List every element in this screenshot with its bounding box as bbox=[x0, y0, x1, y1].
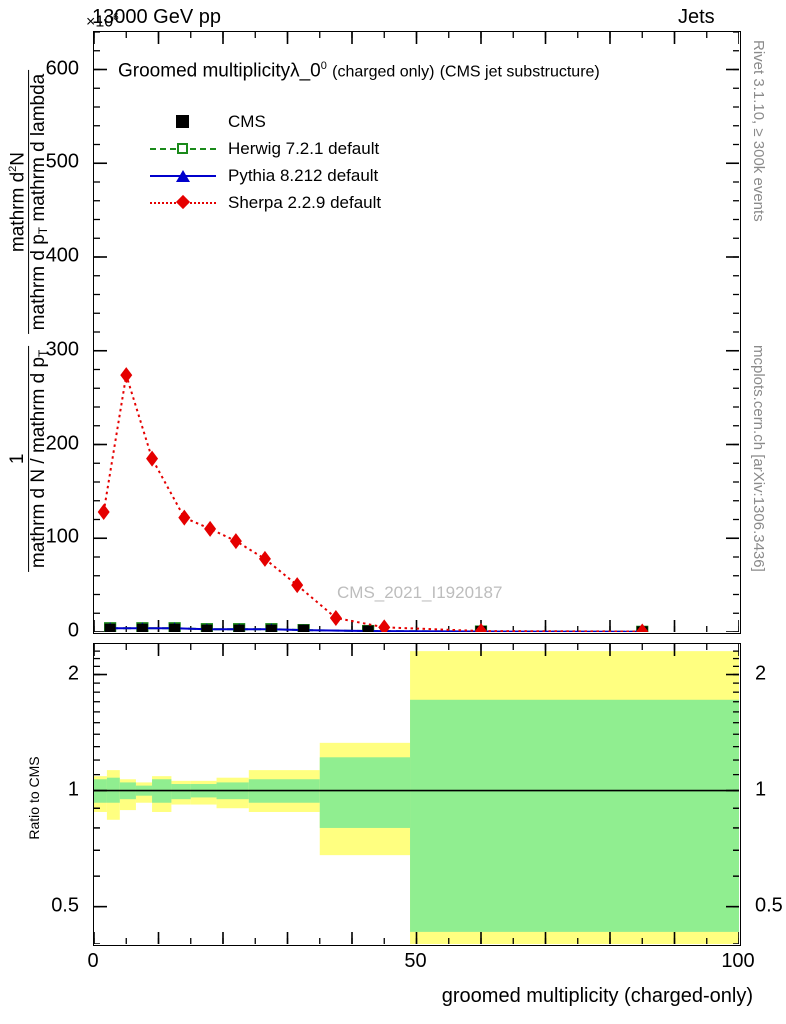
y-axis-numerator-2: mathrm d2N bbox=[7, 69, 30, 335]
series-marker-cms bbox=[233, 624, 245, 632]
ratio-band-green bbox=[319, 757, 411, 828]
legend-entry-pythia[interactable]: Pythia 8.212 default bbox=[150, 162, 381, 189]
legend-label: Herwig 7.2.1 default bbox=[228, 138, 380, 158]
main-y-axis-title: 1 mathrm d N / mathrm d pT mathrm d2N ma… bbox=[7, 16, 51, 626]
series-marker-cms bbox=[201, 624, 213, 632]
main-plot-frame bbox=[93, 31, 741, 634]
main-plot-canvas bbox=[94, 32, 739, 632]
y-tick-label: 300 bbox=[45, 338, 79, 361]
square-filled-icon bbox=[176, 114, 189, 128]
y-axis-fraction-2: mathrm d2N mathrm d pT mathrm d lambda bbox=[7, 69, 51, 335]
ratio-plot-canvas bbox=[94, 644, 739, 944]
ratio-band-green bbox=[171, 784, 191, 800]
series-marker-sherpa bbox=[120, 367, 133, 384]
legend-key bbox=[150, 193, 216, 213]
analysis-category-label: Jets bbox=[678, 6, 715, 28]
series-line-pythia bbox=[110, 627, 643, 632]
series-marker-cms bbox=[104, 623, 116, 632]
legend-marker-sample bbox=[177, 142, 188, 154]
legend-entry-sherpa[interactable]: Sherpa 2.2.9 default bbox=[150, 189, 381, 216]
legend-key bbox=[150, 166, 216, 186]
series-marker-sherpa bbox=[178, 509, 191, 526]
diamond-icon bbox=[175, 194, 191, 209]
ratio-y-tick-label: 2 bbox=[67, 662, 79, 685]
ratio-y-tick-label-right: 1 bbox=[755, 778, 767, 801]
plot-title-lambda: λ_0 bbox=[290, 60, 321, 82]
x-tick-label: 0 bbox=[87, 950, 99, 972]
plot-title-charged: (charged only) bbox=[332, 63, 435, 81]
y-tick-label: 600 bbox=[45, 57, 79, 79]
series-marker-sherpa bbox=[258, 550, 271, 567]
ratio-y-tick-label: 1 bbox=[67, 778, 79, 801]
ratio-y-tick-label-right: 2 bbox=[755, 662, 767, 685]
legend-label: CMS bbox=[228, 111, 266, 131]
series-marker-sherpa bbox=[378, 619, 391, 632]
legend-key bbox=[150, 112, 216, 132]
rivet-version-label: Rivet 3.1.10, ≥ 300k events bbox=[750, 40, 767, 222]
ratio-y-tick-labels-right: 2 1 0.5 bbox=[747, 643, 786, 946]
y-axis-multiplier: ×106 bbox=[86, 12, 119, 31]
y-tick-label: 200 bbox=[45, 432, 79, 454]
plot-title: Groomed multiplicityλ_00 (charged only) … bbox=[118, 60, 600, 82]
legend-entry-cms[interactable]: CMS bbox=[150, 108, 381, 135]
square-open-icon bbox=[177, 142, 188, 154]
series-marker-cms bbox=[298, 624, 310, 632]
series-marker-sherpa bbox=[475, 623, 487, 632]
series-marker-cms bbox=[169, 623, 181, 632]
legend-marker-sample bbox=[176, 169, 190, 182]
series-marker-sherpa bbox=[204, 520, 217, 537]
legend-entry-herwig[interactable]: Herwig 7.2.1 default bbox=[150, 135, 381, 162]
analysis-watermark: CMS_2021_I1920187 bbox=[337, 583, 503, 602]
x-axis-title: groomed multiplicity (charged-only) bbox=[441, 985, 753, 1007]
y-axis-denominator-2: mathrm d pT mathrm d lambda bbox=[28, 73, 51, 331]
ratio-band-green bbox=[410, 699, 739, 932]
plot-title-main: Groomed multiplicity bbox=[118, 60, 291, 82]
y-axis-multiplier-base: ×10 bbox=[86, 13, 114, 31]
triangle-icon bbox=[176, 169, 190, 182]
legend-marker-sample bbox=[176, 114, 189, 128]
x-tick-labels: 0 50 100 bbox=[87, 950, 754, 976]
y-tick-label: 500 bbox=[45, 150, 79, 173]
ratio-y-tick-label-right: 0.5 bbox=[755, 894, 783, 917]
legend-label: Sherpa 2.2.9 default bbox=[228, 192, 382, 212]
series-marker-sherpa bbox=[97, 504, 110, 520]
legend-key bbox=[150, 139, 216, 159]
main-y-tick-labels: 0 100 200 300 400 500 600 bbox=[0, 31, 87, 642]
y-axis-multiplier-exponent: 6 bbox=[113, 12, 119, 23]
ratio-plot-frame bbox=[93, 643, 741, 946]
series-marker-cms bbox=[362, 625, 374, 632]
series-marker-cms bbox=[136, 623, 148, 632]
legend: CMS Herwig 7.2.1 default Pythia 8.212 defa… bbox=[150, 108, 381, 216]
legend-label: Pythia 8.212 default bbox=[228, 165, 379, 185]
beam-energy-label: 13000 GeV pp bbox=[92, 6, 221, 28]
y-tick-label: 0 bbox=[67, 619, 79, 642]
series-marker-sherpa bbox=[291, 577, 304, 594]
y-axis-denominator: mathrm d N / mathrm d pT bbox=[28, 349, 51, 569]
series-line-sherpa bbox=[102, 374, 643, 632]
ratio-y-tick-label: 0.5 bbox=[51, 894, 79, 917]
series-marker-sherpa bbox=[636, 623, 649, 632]
ratio-y-tick-labels-left: 2 1 0.5 bbox=[0, 643, 87, 946]
y-tick-label: 400 bbox=[45, 244, 79, 267]
plot-title-lambda-sup: 0 bbox=[320, 60, 327, 72]
x-tick-label: 100 bbox=[721, 950, 755, 972]
x-tick-label: 50 bbox=[404, 950, 427, 972]
series-marker-cms bbox=[265, 624, 277, 632]
plot-title-analysis: (CMS jet substructure) bbox=[439, 63, 600, 81]
y-tick-label: 100 bbox=[45, 525, 79, 548]
series-marker-sherpa bbox=[329, 609, 342, 626]
mcplots-source-label: mcplots.cern.ch [arXiv:1306.3436] bbox=[750, 345, 767, 572]
y-axis-numerator: 1 bbox=[7, 345, 30, 573]
legend-marker-sample bbox=[175, 194, 191, 209]
y-axis-fraction: 1 mathrm d N / mathrm d pT bbox=[7, 345, 51, 573]
series-marker-sherpa bbox=[229, 533, 242, 550]
series-marker-sherpa bbox=[146, 450, 159, 467]
